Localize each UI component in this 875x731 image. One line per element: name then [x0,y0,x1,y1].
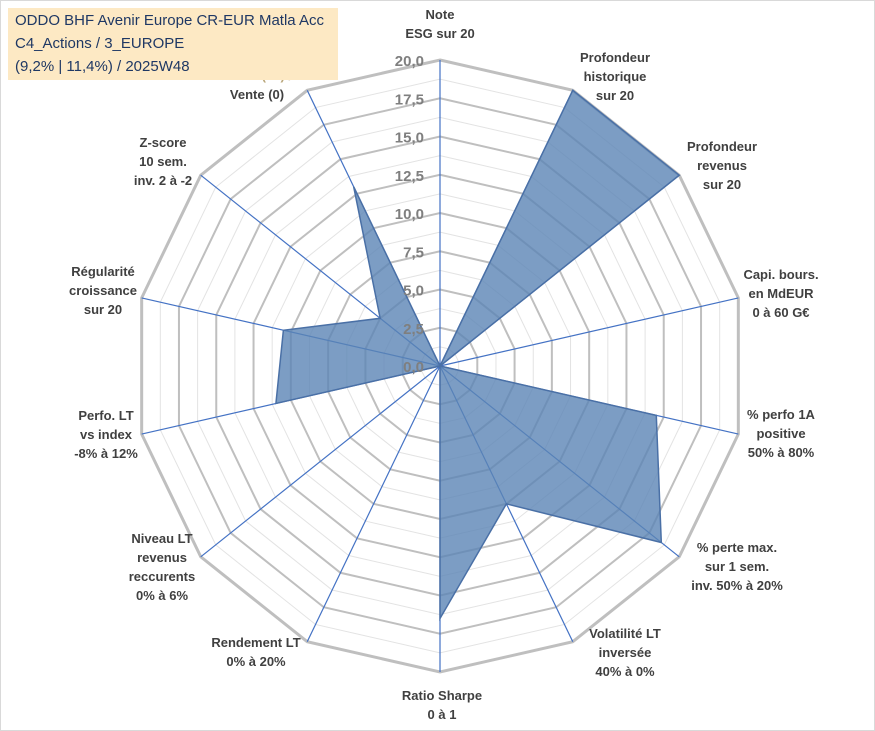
chart-title-line-2: C4_Actions / 3_EUROPE [15,35,185,52]
chart-title-line-3: (9,2% | 11,4%) / 2025W48 [15,58,190,75]
axis-label: croissance [69,283,137,298]
axis-label: Perfo. LT [78,408,133,423]
axis-label: Capi. bours. [743,267,818,282]
axis-label: inv. 2 à -2 [134,173,192,188]
axis-label: Profondeur [687,139,757,154]
radar-series [275,89,681,622]
axis-label: % perfo 1A [747,407,816,422]
tick-label: 2,5 [403,321,424,338]
tick-label: 20,0 [395,53,424,70]
axis-label: 0 à 60 G€ [752,305,809,320]
axis-label: Rendement LT [211,635,300,650]
axis-spoke [200,365,441,558]
axis-label: Niveau LT [131,531,192,546]
axis-label: en MdEUR [749,286,815,301]
axis-spoke [439,297,739,367]
axis-label: revenus [137,550,187,565]
axis-label: sur 20 [84,302,122,317]
axis-spoke [306,365,441,642]
axis-label: Z-score [140,135,187,150]
tick-label: 10,0 [395,206,424,223]
chart-title-box: ODDO BHF Avenir Europe CR-EUR Matla Acc … [8,8,338,80]
axis-label: historique [584,69,647,84]
tick-label: 0,0 [403,359,424,376]
tick-label: 12,5 [395,168,424,185]
axis-label: Note [426,7,455,22]
axis-label: Régularité [71,264,135,279]
tick-label: 17,5 [395,91,424,108]
axis-label: 40% à 0% [595,664,655,679]
tick-label: 5,0 [403,283,424,300]
axis-label: sur 20 [703,177,741,192]
axis-label: ESG sur 20 [405,26,474,41]
axis-label: Volatilité LT [589,626,661,641]
axis-label: Ratio Sharpe [402,688,482,703]
axis-label: Vente (0) [230,87,284,102]
axis-label: sur 1 sem. [705,559,769,574]
axis-label: sur 20 [596,88,634,103]
axis-label: inversée [599,645,652,660]
axis-label: reccurents [129,569,195,584]
axis-label: 10 sem. [139,154,187,169]
axis-label: % perte max. [697,540,777,555]
tick-label: 7,5 [403,244,424,261]
axis-label: vs index [80,427,133,442]
axis-labels: Note ESG sur 20 Profondeur historique sur 20… [69,7,819,722]
chart-title-line-1: ODDO BHF Avenir Europe CR-EUR Matla Acc [15,12,324,29]
axis-label: 0% à 6% [136,588,188,603]
axis-label: Profondeur [580,50,650,65]
tick-label: 15,0 [395,130,424,147]
axis-label: positive [756,426,805,441]
axis-label: 0 à 1 [428,707,457,722]
radial-tick-labels: 0,0 2,5 5,0 7,5 10,0 12,5 15,0 17,5 20,0 [395,53,424,376]
axis-label: -8% à 12% [74,446,138,461]
axis-label: 0% à 20% [226,654,286,669]
series-area [275,89,681,622]
axis-label: revenus [697,158,747,173]
axis-label: 50% à 80% [748,445,815,460]
axis-label: inv. 50% à 20% [691,578,783,593]
